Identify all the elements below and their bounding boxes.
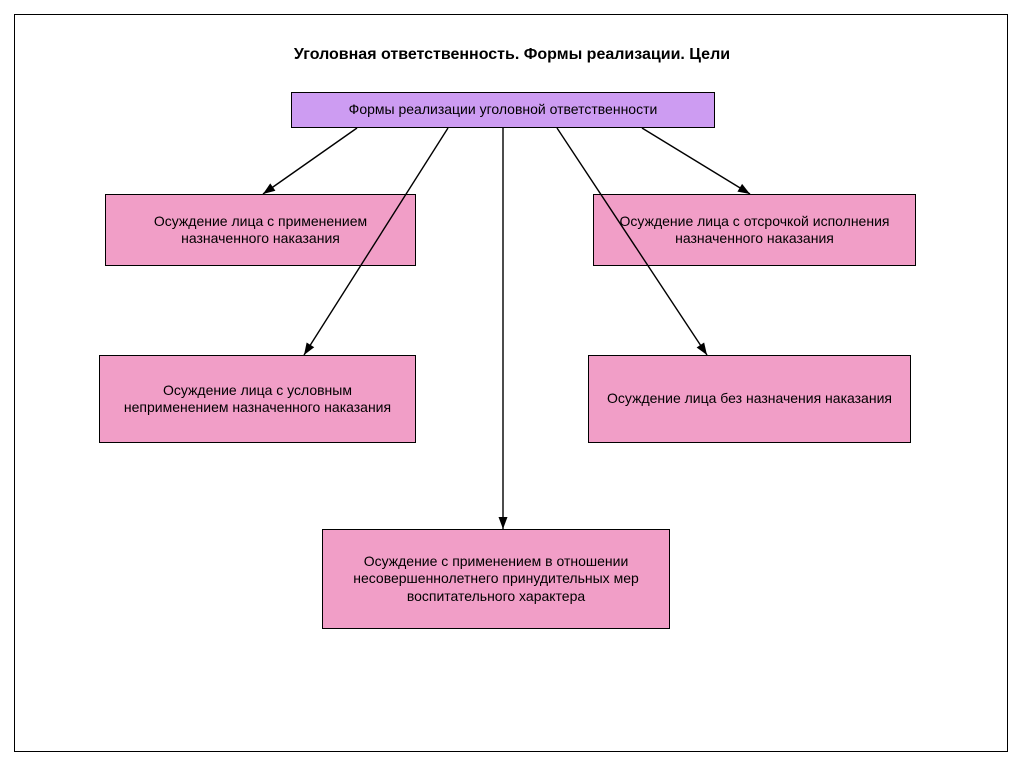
node-n4: Осуждение лица без назначения наказания [588, 355, 911, 443]
diagram-title: Уголовная ответственность. Формы реализа… [0, 46, 1024, 64]
node-n3: Осуждение лица с условным неприменением … [99, 355, 416, 443]
node-n5: Осуждение с применением в отношении несо… [322, 529, 670, 629]
node-n1: Осуждение лица с применением назначенног… [105, 194, 416, 266]
node-n2: Осуждение лица с отсрочкой исполнения на… [593, 194, 916, 266]
node-root: Формы реализации уголовной ответственнос… [291, 92, 715, 128]
